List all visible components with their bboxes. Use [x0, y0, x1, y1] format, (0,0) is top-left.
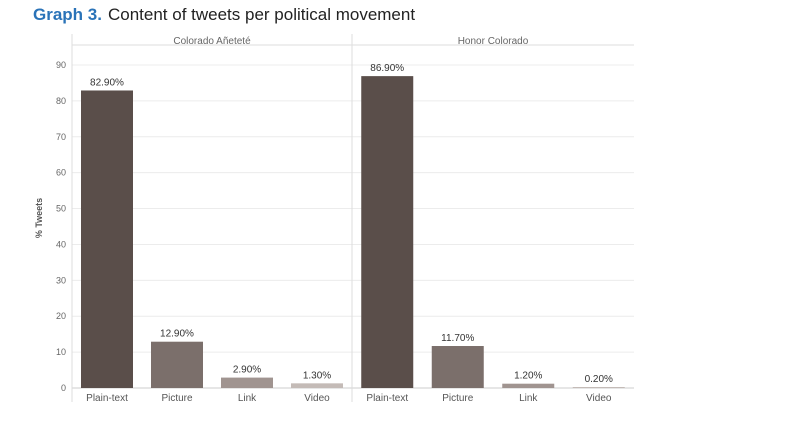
data-label: 86.90%	[370, 63, 404, 74]
y-tick-label: 70	[56, 132, 66, 142]
figure-caption: Graph 3. Content of tweets per political …	[33, 5, 415, 25]
bar	[502, 383, 555, 388]
bar	[572, 387, 625, 388]
data-label: 1.30%	[303, 370, 331, 381]
data-label: 2.90%	[233, 365, 261, 376]
y-tick-label: 90	[56, 60, 66, 70]
y-axis-label: % Tweets	[34, 198, 44, 238]
x-category-label: Link	[519, 393, 538, 404]
data-label: 12.90%	[160, 329, 194, 340]
x-category-label: Plain-text	[86, 393, 128, 404]
figure-label: Graph 3.	[33, 5, 102, 24]
chart-panels: Colorado Añeteté 82.90% Plain-text 12.90% Pi…	[81, 36, 625, 404]
panel-title: Colorado Añeteté	[173, 36, 251, 47]
data-label: 0.20%	[585, 374, 613, 385]
x-category-label: Video	[304, 393, 330, 404]
x-category-label: Picture	[161, 393, 193, 404]
figure-title: Content of tweets per political movement	[107, 5, 416, 24]
x-category-label: Video	[586, 393, 612, 404]
y-axis: 0 10 20 30 40 50 60 70 80 90	[56, 60, 66, 393]
x-category-label: Link	[238, 393, 257, 404]
y-tick-label: 0	[61, 383, 66, 393]
y-tick-label: 10	[56, 347, 66, 357]
y-tick-label: 60	[56, 168, 66, 178]
bar	[221, 377, 273, 388]
bar	[431, 346, 484, 388]
panel-2: Honor Colorado 86.90% Plain-text 11.70% Pict…	[361, 36, 625, 404]
data-label: 11.70%	[441, 333, 474, 344]
x-category-label: Plain-text	[366, 393, 408, 404]
bar	[361, 76, 414, 389]
x-category-label: Picture	[442, 393, 474, 404]
data-label: 82.90%	[90, 77, 124, 88]
data-label: 1.20%	[514, 371, 542, 382]
bar	[151, 341, 203, 388]
bar	[81, 90, 133, 388]
y-tick-label: 40	[56, 239, 66, 249]
y-tick-label: 20	[56, 311, 66, 321]
bar	[291, 383, 343, 388]
y-tick-label: 80	[56, 96, 66, 106]
panel-title: Honor Colorado	[458, 36, 529, 47]
y-tick-label: 30	[56, 275, 66, 285]
panel-1: Colorado Añeteté 82.90% Plain-text 12.90% Pi…	[81, 36, 343, 404]
y-tick-label: 50	[56, 204, 66, 214]
